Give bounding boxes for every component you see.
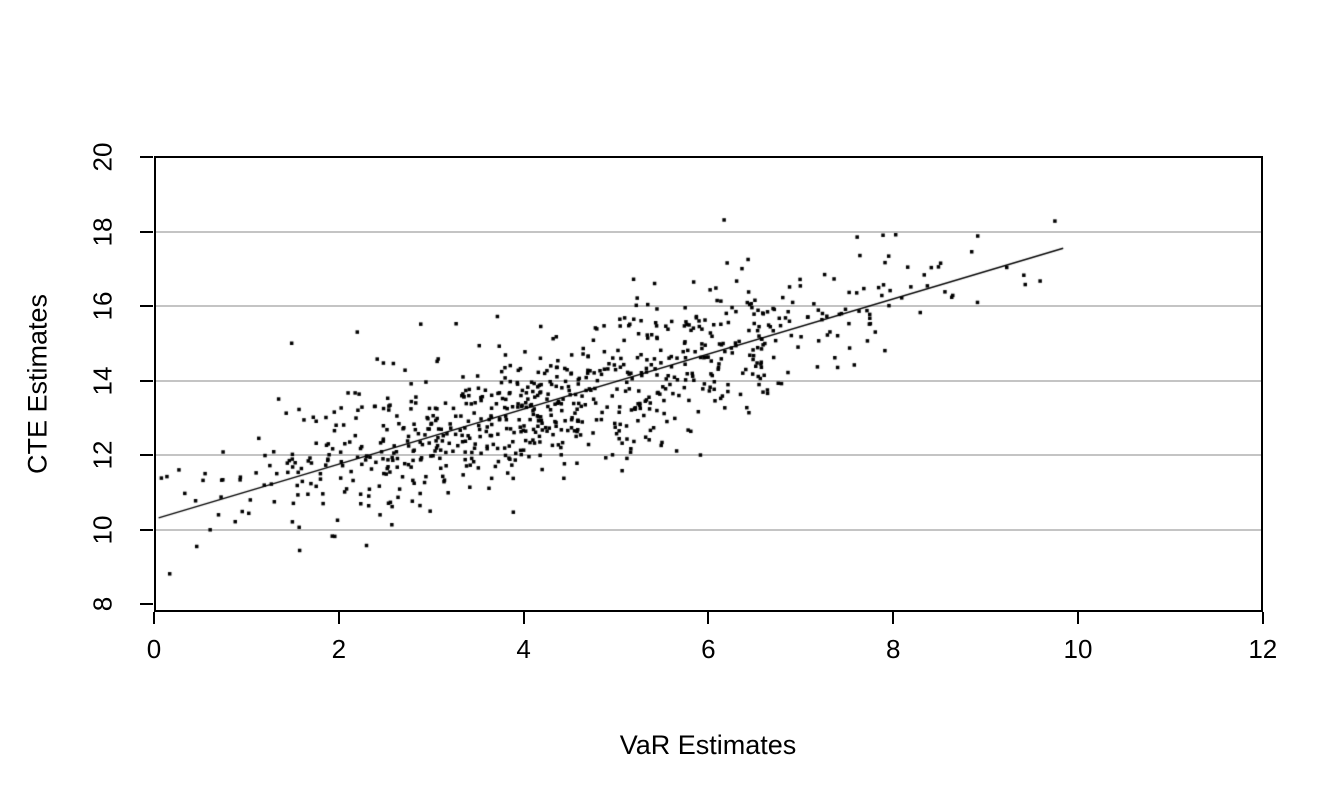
x-tick-label-2: 2 <box>331 634 347 664</box>
y-tick-label-20: 20 <box>87 142 118 172</box>
y-tick-label-14: 14 <box>87 366 118 395</box>
x-tick-label-12: 12 <box>1248 634 1278 664</box>
x-tick-6 <box>707 612 710 624</box>
y-tick-label-16: 16 <box>87 291 118 321</box>
x-tick-8 <box>892 612 895 624</box>
x-tick-2 <box>337 612 340 624</box>
x-tick-0 <box>153 612 155 624</box>
x-axis-title: VaR Estimates <box>619 730 797 760</box>
x-tick-label-6: 6 <box>701 634 716 664</box>
y-tick-16 <box>140 305 153 307</box>
x-tick-label-10: 10 <box>1063 634 1093 664</box>
y-tick-14 <box>140 379 153 382</box>
y-tick-label-12: 12 <box>87 440 118 470</box>
x-tick-label-0: 0 <box>146 634 162 664</box>
y-tick-18 <box>140 230 153 233</box>
x-tick-label-4: 4 <box>516 634 531 664</box>
y-tick-8 <box>140 603 153 605</box>
y-tick-label-8: 8 <box>87 596 118 612</box>
y-tick-12 <box>140 454 153 456</box>
x-tick-4 <box>522 612 525 624</box>
y-tick-20 <box>140 156 153 158</box>
x-tick-12 <box>1261 612 1264 624</box>
y-tick-10 <box>140 528 153 531</box>
x-tick-label-8: 8 <box>885 634 901 664</box>
y-tick-label-10: 10 <box>87 515 118 544</box>
scatter-points-canvas <box>154 156 1263 612</box>
plot-frame <box>154 156 1263 612</box>
y-tick-label-18: 18 <box>87 217 118 246</box>
y-axis-title: CTE Estimates <box>22 293 53 475</box>
x-tick-10 <box>1077 612 1079 624</box>
